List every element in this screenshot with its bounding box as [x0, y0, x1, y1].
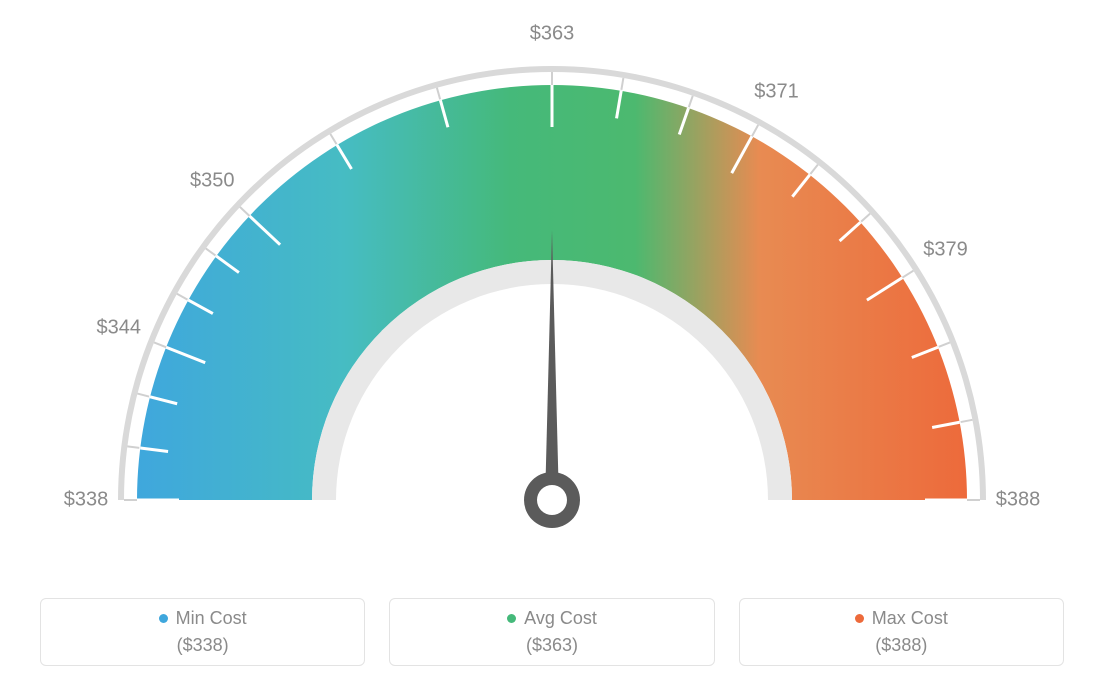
legend-min-top: Min Cost	[159, 608, 247, 629]
legend-avg-label: Avg Cost	[524, 608, 597, 629]
legend-max-card: Max Cost ($388)	[739, 598, 1064, 666]
gauge-svg	[0, 0, 1104, 560]
gauge-tick-label: $338	[64, 489, 109, 512]
gauge-tick-label: $344	[96, 317, 141, 340]
legend-avg-card: Avg Cost ($363)	[389, 598, 714, 666]
legend-avg-top: Avg Cost	[507, 608, 597, 629]
legend-row: Min Cost ($338) Avg Cost ($363) Max Cost…	[0, 580, 1104, 690]
gauge-tick-label: $379	[923, 239, 968, 262]
legend-max-label: Max Cost	[872, 608, 948, 629]
legend-max-top: Max Cost	[855, 608, 948, 629]
gauge-chart: $338 $344 $350 $363 $371 $379 $388	[0, 0, 1104, 560]
gauge-tick-label: $388	[996, 489, 1041, 512]
legend-avg-value: ($363)	[526, 635, 578, 656]
legend-max-value: ($388)	[875, 635, 927, 656]
legend-min-value: ($338)	[177, 635, 229, 656]
gauge-tick-label: $350	[190, 170, 235, 193]
legend-min-label: Min Cost	[176, 608, 247, 629]
gauge-tick-label: $371	[754, 80, 799, 103]
legend-avg-dot-icon	[507, 614, 516, 623]
legend-max-dot-icon	[855, 614, 864, 623]
legend-min-dot-icon	[159, 614, 168, 623]
gauge-tick-label: $363	[530, 23, 575, 46]
legend-min-card: Min Cost ($338)	[40, 598, 365, 666]
